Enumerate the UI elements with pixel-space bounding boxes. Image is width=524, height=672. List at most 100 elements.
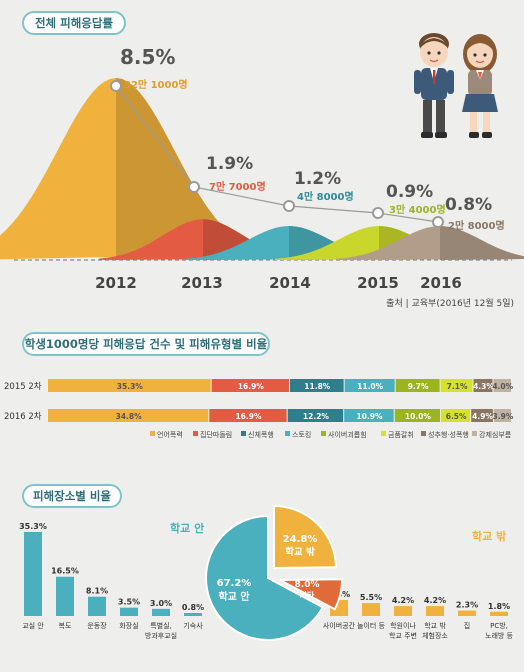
rate-label-2014: 1.2% [294,169,341,189]
legend-swatch-금품갈취 [381,431,386,436]
pie-slice-기타 [279,578,344,611]
bell-curve-shade-2012 [116,78,267,260]
segment-label-사이버괴롭힘: 9.7% [408,382,429,391]
inside-bar-운동장 [88,596,106,616]
students-illustration [414,33,498,138]
rate-label-2015: 0.9% [386,182,433,202]
inside-bar-특별실, 방과후교실 [152,608,170,616]
count-label-2013: 7만 7000명 [209,180,266,193]
legend-swatch-성추행·성폭행 [421,431,426,436]
inside-value-운동장: 8.1% [86,587,108,596]
segment-label-성추행·성폭행: 4.9% [472,412,493,421]
bar-segment-성추행·성폭행 [473,379,493,392]
location-chart: 35.3% 교실 안 16.5% 복도 8.1% 운동장 3.5% 화장실 3.0% 특별실,방과… [19,504,514,641]
legend-swatch-신체폭행 [241,431,246,436]
legend-swatch-언어폭력 [150,431,155,436]
rate-label-2013: 1.9% [206,154,253,174]
pie-name-기타: 기타 [300,590,315,600]
bar-segment-언어폭력 [48,409,209,422]
bar-segment-사이버괴롭힘 [394,409,441,422]
pie-slice-학교 안 [205,514,325,641]
inside-bar-기숙사 [184,613,202,616]
outside-category-학교 밖 체험장소: 학교 밖 [424,621,446,630]
section3-title: 피해장소별 비율 [22,484,122,508]
inside-value-화장실: 3.5% [118,598,140,607]
outside-value-놀이터 등: 5.5% [360,593,382,602]
rate-label-2016: 0.8% [445,195,492,215]
outside-value-학원이나 학교 주변: 4.2% [392,596,414,605]
inside-category-기숙사: 기숙사 [183,621,203,630]
count-label-2016: 2만 8000명 [448,219,505,232]
violence-type-chart: 2015 2차 35.3% 16.9% 11.8% 11.0% 9.7% 7.1% 4.3% 4… [4,379,514,439]
bar-segment-신체폭행 [289,379,344,392]
legend-label-집단따돌림: 집단따돌림 [200,430,232,439]
boy-student-icon [414,33,454,138]
count-label-2012: 32만 1000명 [124,78,188,91]
inside-school-label: 학교 안 [170,522,205,535]
pie-value-학교 안: 67.2% [217,578,252,589]
legend-label-언어폭력: 언어폭력 [157,430,183,439]
legend-label-강제심부름: 강제심부름 [479,430,512,439]
outside-category-학원이나 학교 주변: 학교 주변 [389,631,417,640]
inside-category-특별실, 방과후교실: 특별실, [150,621,172,630]
year-label-2012: 2012 [95,274,137,292]
section2-title: 학생1000명당 피해응답 건수 및 피해유형별 비율 [22,332,270,356]
count-label-2015: 3만 4000명 [389,203,446,216]
data-point-2015 [372,207,384,219]
segment-label-언어폭력: 34.8% [116,412,143,421]
legend-swatch-강제심부름 [472,431,477,436]
count-label-2014: 4만 8000명 [297,190,354,203]
data-point-2012 [110,80,122,92]
segment-label-신체폭행: 11.8% [304,382,331,391]
inside-value-교실 안: 35.3% [19,522,47,531]
bar-segment-스토킹 [344,379,395,392]
bar-segment-성추행·성폭행 [471,409,493,422]
outside-value-PC방, 노래방 등: 1.8% [488,602,510,611]
outside-category-PC방, 노래방 등: PC방, [490,621,508,630]
segment-label-집단따돌림: 16.9% [235,412,262,421]
segment-label-성추행·성폭행: 4.3% [473,382,494,391]
data-point-2014 [283,200,295,212]
segment-label-금품갈취: 7.1% [447,382,468,391]
inside-bar-화장실 [120,607,138,616]
pie-name-학교 안: 학교 안 [218,590,250,603]
outside-category-놀이터 등: 놀이터 등 [357,621,386,630]
segment-label-사이버괴롭힘: 10.0% [405,412,432,421]
pie-name-학교 밖: 학교 밖 [285,546,315,558]
inside-category-교실 안: 교실 안 [22,621,44,630]
outside-bar-놀이터 등 [362,603,380,616]
row-label: 2016 2차 [4,412,42,422]
data-point-2013 [188,181,200,193]
section1-title: 전체 피해응답률 [22,11,126,35]
year-label-2014: 2014 [269,274,311,292]
legend-swatch-사이버괴롭힘 [321,431,326,436]
segment-label-스토킹: 11.0% [357,382,384,391]
segment-label-강제심부름: 3.9% [493,412,514,421]
bar-segment-금품갈취 [440,379,473,392]
year-label-2015: 2015 [357,274,399,292]
outside-bar-집 [458,610,476,616]
response-rate-chart: 8.5% 32만 1000명 1.9% 7만 7000명 1.2%4만 8000명 0.9… [0,45,524,292]
bar-segment-집단따돌림 [209,409,287,422]
segment-label-집단따돌림: 16.9% [238,382,265,391]
segment-label-언어폭력: 35.3% [117,382,144,391]
row-label: 2015 2차 [4,382,42,392]
bar-segment-사이버괴롭힘 [395,379,440,392]
legend-label-사이버괴롭힘: 사이버괴롭힘 [328,430,367,439]
outside-category-집: 집 [464,621,470,630]
bar-segment-강제심부름 [493,379,511,392]
outside-bar-학원이나 학교 주변 [394,606,412,616]
bell-curve-shade-2016 [440,226,524,260]
pie-value-기타: 8.0% [295,580,320,590]
outside-category-사이버공간: 사이버공간 [323,621,356,630]
legend-swatch-스토킹 [285,431,290,436]
outside-bar-PC방, 노래방 등 [490,611,508,616]
segment-label-금품갈취: 6.5% [446,412,467,421]
bar-segment-금품갈취 [441,409,471,422]
inside-category-특별실, 방과후교실: 방과후교실 [145,631,177,640]
outside-school-label: 학교 밖 [472,530,507,543]
legend-label-신체폭행: 신체폭행 [248,430,274,439]
bar-segment-강제심부름 [493,409,511,422]
outside-value-집: 2.3% [456,601,478,610]
year-label-2013: 2013 [181,274,223,292]
